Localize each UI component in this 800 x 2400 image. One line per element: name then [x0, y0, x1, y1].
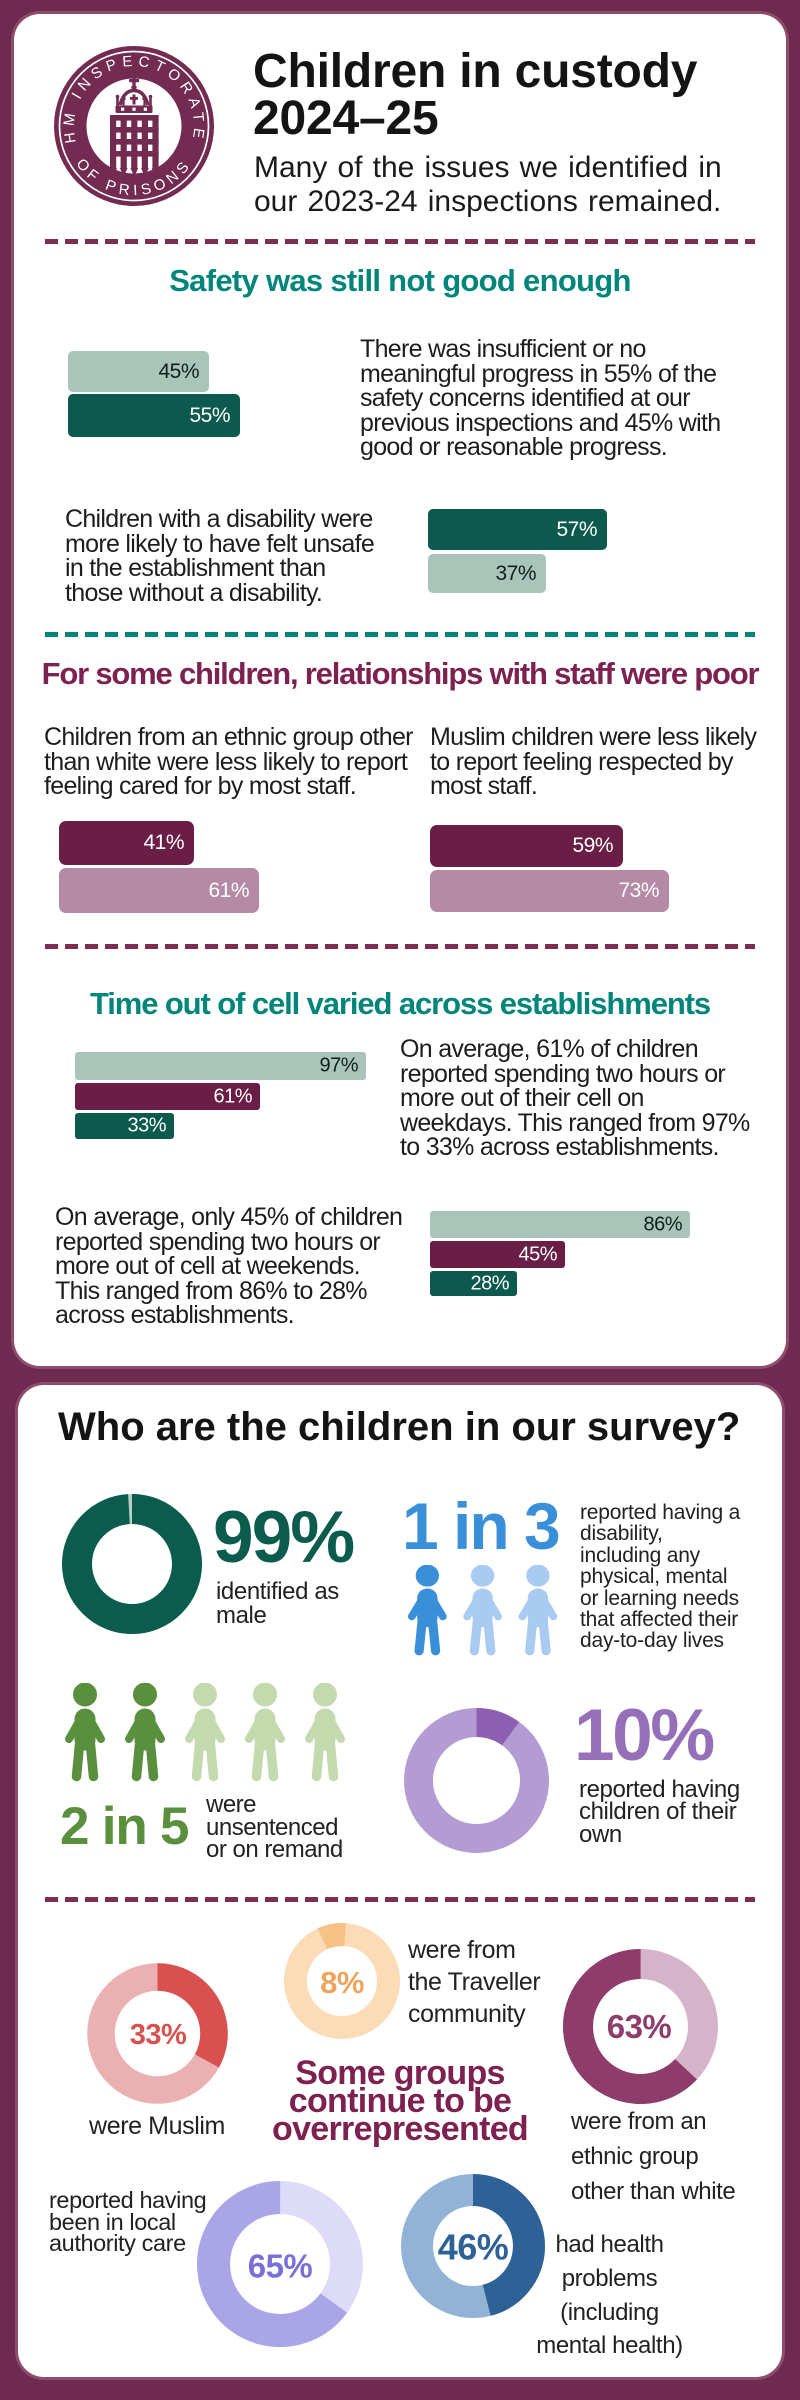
svg-text:63%: 63% — [607, 2008, 672, 2045]
svg-text:65%: 65% — [248, 2247, 313, 2284]
svg-text:33%: 33% — [130, 2019, 187, 2051]
svg-text:8%: 8% — [320, 1965, 364, 2000]
svg-text:46%: 46% — [438, 2227, 509, 2268]
